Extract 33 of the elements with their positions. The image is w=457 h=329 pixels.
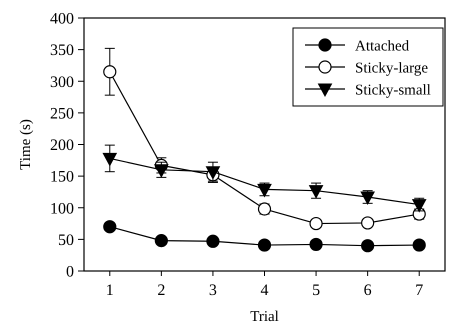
x-axis-title: Trial <box>250 309 279 325</box>
point <box>309 216 323 230</box>
point <box>103 65 116 78</box>
y-tick-label: 150 <box>50 168 74 186</box>
y-tick-label: 250 <box>50 105 74 122</box>
y-tick-label: 300 <box>50 74 74 91</box>
point <box>102 152 117 166</box>
x-tick-label: 3 <box>208 282 217 299</box>
y-tick-label: 350 <box>50 42 74 60</box>
legend-label: Sticky-large <box>355 60 428 76</box>
x-tick-label: 1 <box>106 282 114 299</box>
x-tick-label: 4 <box>260 282 268 299</box>
point <box>309 238 323 252</box>
point <box>361 216 374 230</box>
point <box>412 238 426 252</box>
y-axis-title: Time (s) <box>18 119 34 170</box>
legend-label: Sticky-small <box>355 82 431 98</box>
y-tick-label: 100 <box>50 200 74 218</box>
x-tick-label: 6 <box>364 282 372 299</box>
point <box>361 239 374 252</box>
y-tick-label: 400 <box>50 10 74 28</box>
y-tick-label: 200 <box>50 137 74 154</box>
x-tick-label: 2 <box>157 282 166 299</box>
point <box>309 185 324 198</box>
x-tick-label: 7 <box>415 282 424 299</box>
point <box>154 234 168 248</box>
point <box>103 220 116 234</box>
point <box>258 238 272 252</box>
y-tick-label: 0 <box>66 264 74 281</box>
y-tick-label: 50 <box>58 232 74 249</box>
x-tick-label: 5 <box>312 282 320 299</box>
legend-label: Attached <box>355 38 410 54</box>
point <box>206 234 220 248</box>
